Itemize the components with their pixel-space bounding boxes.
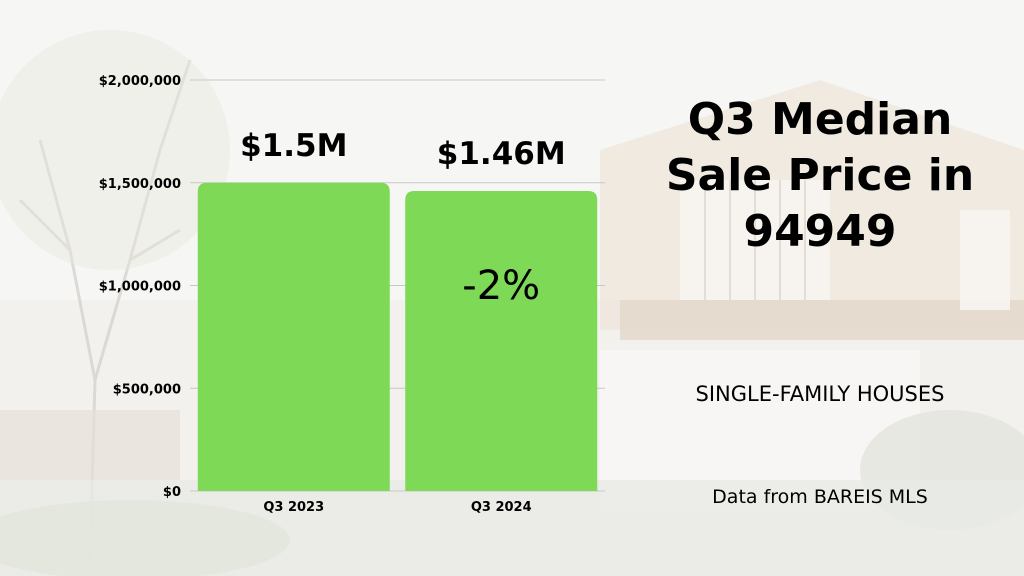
x-tick-label: Q3 2023 xyxy=(263,500,324,515)
chart-subtitle: SINGLE-FAMILY HOUSES xyxy=(695,382,945,406)
data-label: $1.46M xyxy=(437,136,566,172)
y-tick-label: $500,000 xyxy=(113,382,181,397)
y-tick-label: $0 xyxy=(163,485,181,500)
bar xyxy=(197,182,390,491)
bar xyxy=(405,190,598,491)
change-annotation: -2% xyxy=(462,263,540,309)
y-tick-label: $1,000,000 xyxy=(99,280,181,295)
y-tick-label: $1,500,000 xyxy=(99,177,181,192)
x-tick-label: Q3 2024 xyxy=(471,500,532,515)
data-source-note: Data from BAREIS MLS xyxy=(712,486,928,508)
data-label: $1.5M xyxy=(240,128,347,164)
y-tick-label: $2,000,000 xyxy=(99,74,181,89)
chart-title: Q3 Median Sale Price in 94949 xyxy=(665,94,975,257)
